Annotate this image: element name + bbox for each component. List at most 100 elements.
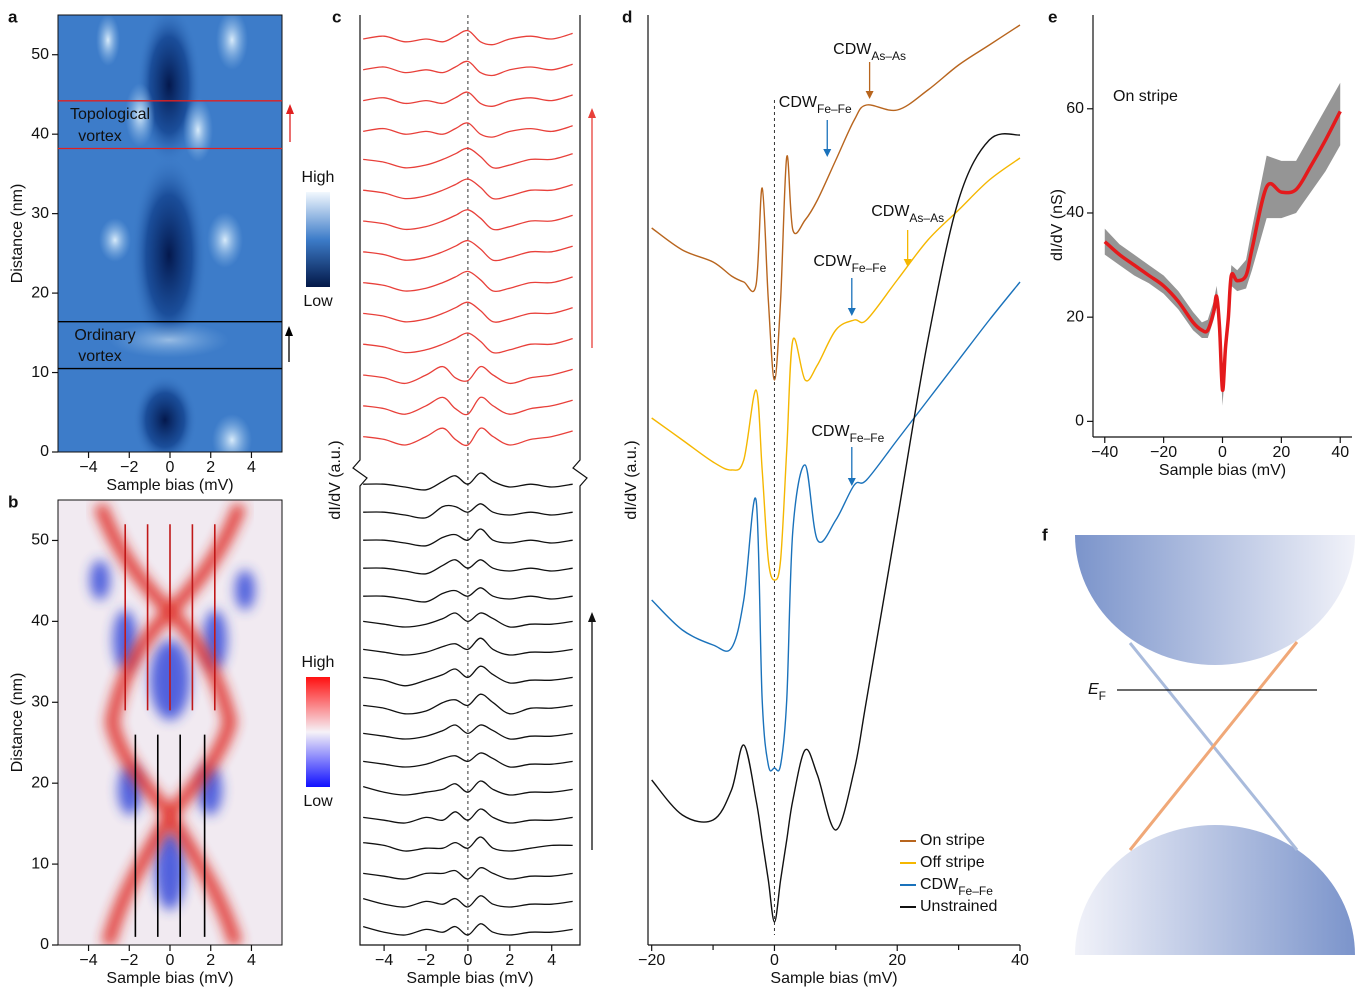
- x-tick-label: −4: [79, 952, 97, 969]
- arrow-head: [588, 108, 596, 118]
- x-axis-label: Sample bias (mV): [770, 970, 897, 987]
- annotation-main: CDW: [779, 94, 818, 111]
- x-tick-label: 4: [247, 952, 256, 969]
- spectrum: [363, 559, 573, 575]
- y-tick-label: 20: [31, 774, 49, 791]
- annotation-arrow-head: [823, 149, 832, 157]
- spectrum: [363, 693, 573, 715]
- annotation: Ordinary: [74, 327, 135, 344]
- y-tick-label: 50: [31, 532, 49, 549]
- x-tick-label: 0: [166, 459, 175, 476]
- panel-label: d: [622, 7, 632, 26]
- spectrum: [363, 808, 573, 824]
- y-axis-label: Distance (nm): [9, 184, 26, 284]
- series-line: [651, 157, 1021, 581]
- spectrum: [363, 528, 573, 547]
- panel-label: c: [332, 7, 341, 26]
- spectrum: [363, 332, 573, 354]
- arrow-head: [286, 104, 294, 114]
- mean-line: [1103, 110, 1342, 392]
- arrow-head: [285, 326, 293, 336]
- y-tick-label: 30: [31, 205, 49, 222]
- spectrum: [363, 752, 573, 768]
- spectrum: [363, 396, 573, 416]
- annotation-main: CDW: [811, 423, 850, 440]
- y-tick-label: 30: [31, 693, 49, 710]
- arrow-head: [588, 612, 596, 622]
- spectrum: [363, 270, 573, 292]
- y-tick-label: 20: [31, 284, 49, 301]
- legend-label: Unstrained: [920, 898, 997, 915]
- colorbar-a: [306, 192, 330, 287]
- colorbar-high: High: [302, 169, 335, 186]
- x-tick-label: −2: [120, 459, 138, 476]
- panel-label: a: [8, 7, 18, 26]
- spectrum: [363, 665, 573, 687]
- annotation-main: CDW: [813, 253, 852, 270]
- y-tick-label: 60: [1066, 100, 1084, 117]
- spectrum: [363, 122, 573, 138]
- legend-label: Off stripe: [920, 854, 985, 871]
- x-tick-label: −2: [417, 952, 435, 969]
- x-axis-label: Sample bias (mV): [106, 970, 233, 987]
- colorbar-low: Low: [303, 793, 333, 810]
- x-tick-label: 0: [166, 952, 175, 969]
- ef-sub: F: [1099, 689, 1106, 703]
- y-axis-label: Distance (nm): [9, 673, 26, 773]
- x-tick-label: 2: [505, 952, 514, 969]
- spectrum: [363, 867, 573, 880]
- heatmap-a: [58, 15, 282, 452]
- y-tick-label: 10: [31, 364, 49, 381]
- annotation: CDWFe–Fe: [779, 94, 852, 116]
- spectrum: [363, 587, 573, 603]
- spectrum: [363, 29, 573, 46]
- x-tick-label: 2: [206, 459, 215, 476]
- legend-label: CDWFe–Fe: [920, 876, 993, 898]
- legend-label-main: CDW: [920, 876, 959, 893]
- spectrum: [363, 427, 573, 447]
- y-tick-label: 10: [31, 855, 49, 872]
- annotation: CDWFe–Fe: [811, 423, 884, 445]
- y-tick-label: 0: [40, 443, 49, 460]
- x-tick-label: 0: [1218, 444, 1227, 461]
- spectrum: [362, 780, 573, 796]
- x-tick-label: 4: [547, 952, 556, 969]
- plot-frame: [57, 499, 283, 946]
- spectrum: [363, 637, 573, 656]
- annotation-arrow-head: [865, 91, 874, 99]
- annotation-main: CDW: [833, 41, 872, 58]
- colorbar-low: Low: [303, 293, 333, 310]
- spectrum: [362, 923, 573, 936]
- spectrum: [363, 147, 573, 169]
- x-axis-label: Sample bias (mV): [106, 477, 233, 494]
- annotation-arrow-head: [847, 478, 856, 486]
- annotation-sub: As–As: [871, 49, 906, 63]
- series-line: [651, 24, 1021, 381]
- spectrum: [363, 91, 573, 107]
- x-axis-label: Sample bias (mV): [1159, 462, 1286, 479]
- plot-frame-c: [352, 15, 588, 946]
- annotation-sub: Fe–Fe: [852, 261, 887, 275]
- y-tick-label: 50: [31, 46, 49, 63]
- x-tick-label: −4: [79, 459, 97, 476]
- y-tick-label: 40: [31, 125, 49, 142]
- x-tick-label: −4: [375, 952, 393, 969]
- spectrum: [363, 612, 573, 628]
- annotation-sub: Fe–Fe: [817, 102, 852, 116]
- x-tick-label: 20: [888, 952, 906, 969]
- y-axis-label: dI/dV (a.u.): [623, 440, 640, 519]
- annotation-arrow-head: [903, 259, 912, 267]
- annotation-sub: As–As: [909, 211, 944, 225]
- spread-band: [1104, 82, 1341, 406]
- spectrum: [362, 895, 573, 908]
- spectrum: [363, 301, 573, 323]
- annotation: CDWAs–As: [871, 203, 944, 225]
- series-line: [651, 281, 1021, 772]
- plot-frame: [57, 14, 283, 453]
- y-tick-label: 40: [1066, 204, 1084, 221]
- annotation-sub: Fe–Fe: [850, 431, 885, 445]
- annotation-main: CDW: [871, 203, 910, 220]
- legend-label: On stripe: [920, 832, 985, 849]
- y-axis-label: dI/dV (nS): [1049, 189, 1066, 261]
